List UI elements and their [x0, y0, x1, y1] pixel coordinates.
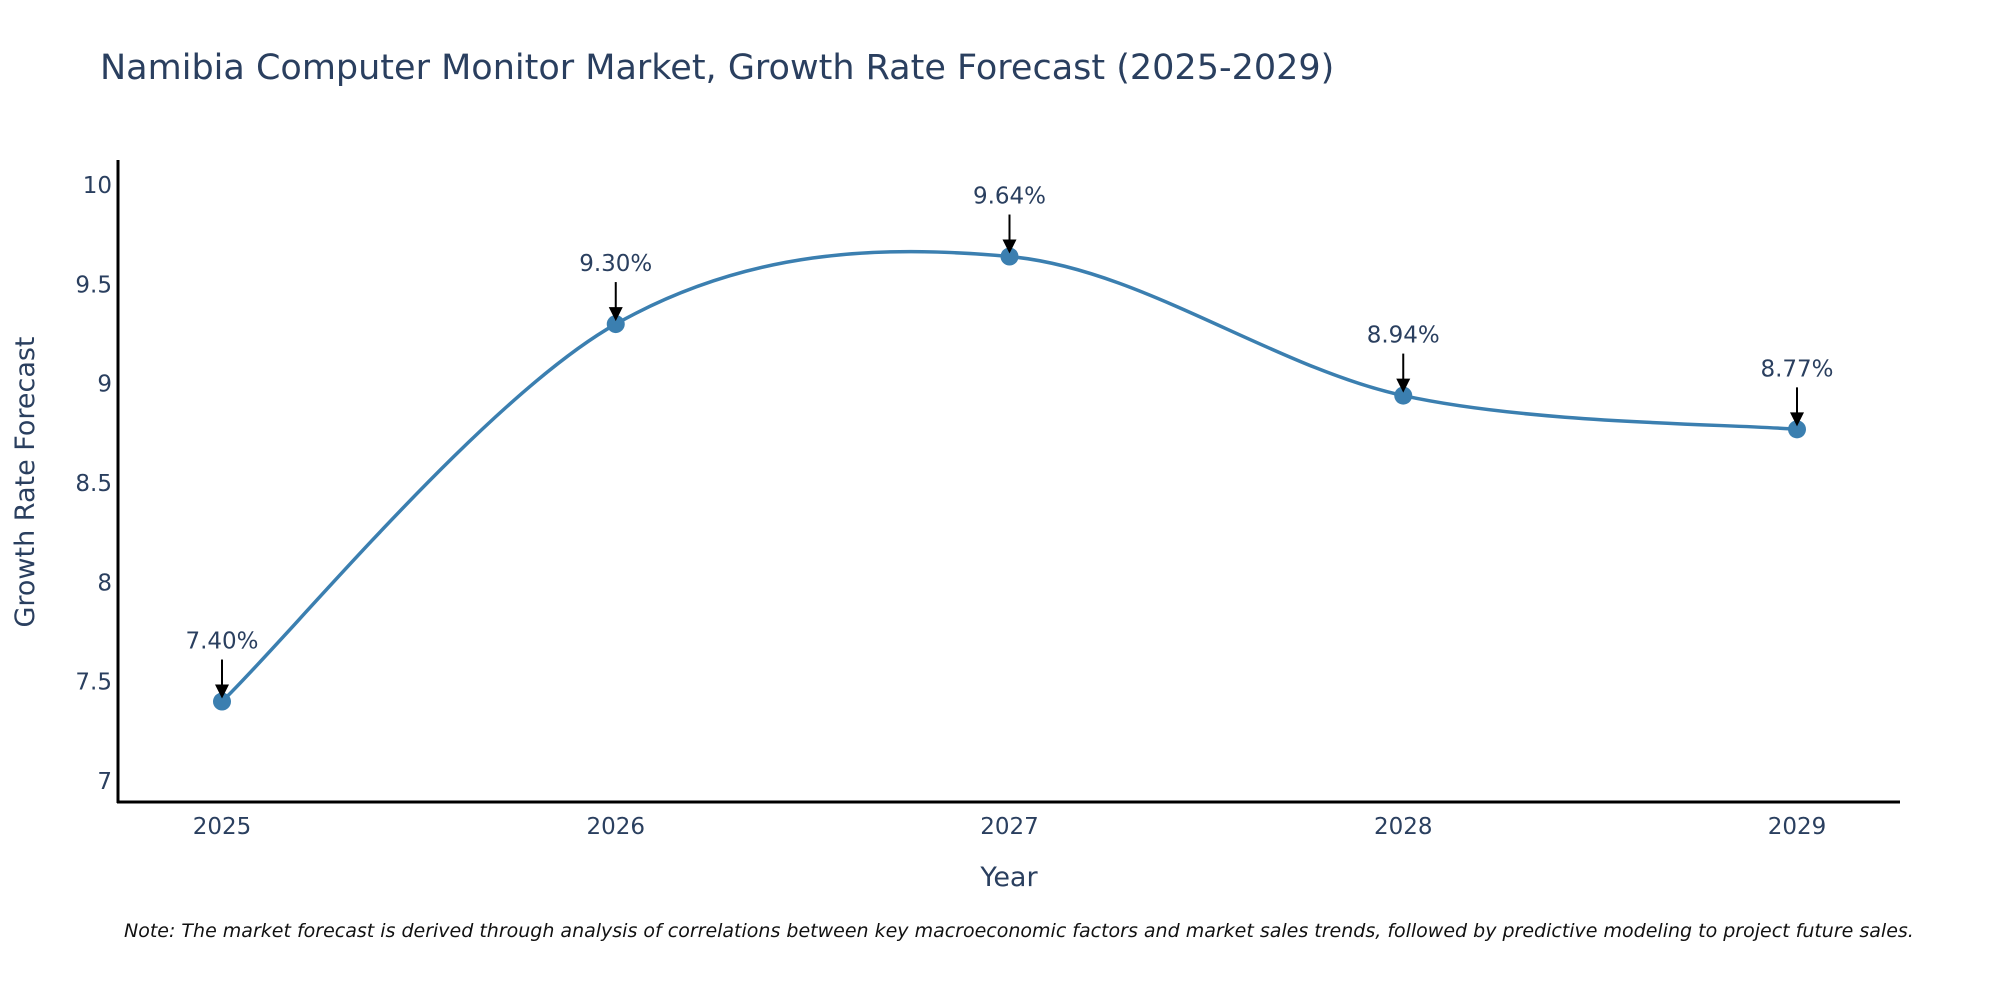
series-line [220, 249, 1798, 703]
annotation-arrow-head [608, 307, 623, 322]
data-label: 7.40% [185, 629, 258, 655]
data-label: 9.64% [973, 184, 1046, 210]
y-tick-label: 7 [97, 769, 112, 795]
data-point [1394, 386, 1413, 405]
data-label: 8.77% [1760, 356, 1833, 382]
annotation-arrow-head [215, 684, 229, 699]
x-axis-ticks: 2025 2026 2027 2028 2029 [193, 814, 1827, 840]
data-point [1000, 247, 1019, 266]
y-tick-label: 10 [83, 173, 112, 199]
data-point [606, 315, 625, 334]
annotation-arrow-head [1790, 412, 1804, 427]
data-point [213, 692, 231, 711]
y-axis-label: Growth Rate Forecast [10, 336, 41, 627]
data-points [213, 247, 1806, 711]
x-tick-label: 2028 [1374, 814, 1433, 840]
y-tick-label: 9.5 [75, 272, 112, 298]
data-label: 8.94% [1367, 323, 1440, 349]
y-tick-label: 7.5 [75, 670, 112, 696]
y-tick-label: 9 [97, 372, 112, 398]
chart-title: Namibia Computer Monitor Market, Growth … [100, 48, 1334, 88]
y-axis-ticks: 7 7.5 8 8.5 9 9.5 10 [75, 173, 112, 795]
x-tick-label: 2029 [1768, 814, 1827, 840]
footnote: Note: The market forecast is derived thr… [124, 920, 1914, 942]
y-tick-label: 8 [97, 570, 112, 596]
data-point [1788, 420, 1806, 439]
x-tick-label: 2026 [586, 814, 645, 840]
y-tick-label: 8.5 [75, 471, 112, 497]
data-label: 9.30% [579, 251, 652, 277]
x-tick-label: 2027 [980, 814, 1039, 840]
x-axis-label: Year [979, 862, 1038, 893]
annotation-arrow-head [1396, 378, 1411, 393]
data-annotations: 7.40% 9.30% 9.64% 8.94% 8.77% [185, 184, 1834, 699]
x-tick-label: 2025 [193, 814, 252, 840]
annotation-arrow-head [1002, 239, 1017, 254]
